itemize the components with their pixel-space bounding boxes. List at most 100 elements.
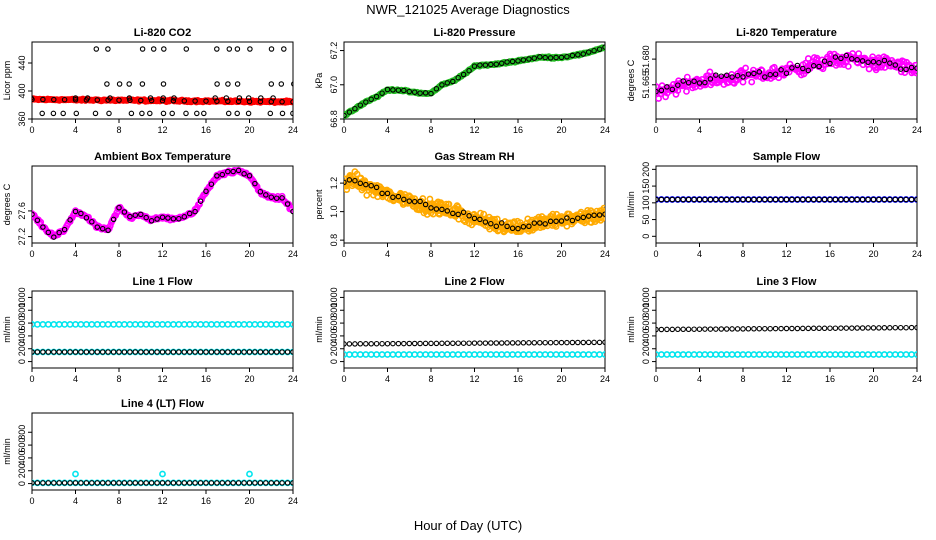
data-point — [290, 208, 293, 215]
data-point — [658, 351, 665, 358]
x-tick-label: 8 — [428, 374, 433, 384]
data-point — [471, 340, 478, 346]
x-tick-label: 0 — [29, 125, 34, 135]
data-point — [137, 320, 145, 328]
x-axis-title: Hour of Day (UTC) — [413, 518, 523, 533]
data-point — [585, 49, 592, 55]
data-point — [416, 351, 424, 358]
data-point — [139, 46, 146, 52]
data-point — [34, 349, 41, 355]
data-point — [279, 99, 285, 105]
data-point — [713, 326, 719, 332]
data-point — [552, 351, 560, 358]
data-point — [493, 340, 500, 346]
data-point — [859, 325, 866, 331]
data-point — [897, 68, 905, 76]
data-point — [675, 196, 681, 203]
data-point — [460, 209, 467, 216]
data-point — [838, 196, 844, 203]
data-point — [908, 324, 915, 331]
data-point — [488, 340, 494, 346]
x-tick-label: 8 — [428, 249, 433, 259]
data-point — [799, 351, 807, 358]
data-point — [362, 351, 370, 358]
data-point — [422, 90, 429, 96]
y-axis-label: percent — [314, 189, 324, 220]
data-point — [696, 351, 703, 358]
data-point — [219, 171, 226, 178]
data-point — [433, 206, 440, 212]
data-point — [772, 351, 779, 358]
y-tick-label: 400 — [17, 328, 27, 343]
data-point — [428, 205, 434, 211]
data-point — [439, 206, 445, 213]
data-point — [509, 340, 516, 346]
data-point — [126, 320, 134, 328]
x-tick-label: 0 — [341, 374, 346, 384]
plot-area — [32, 166, 293, 240]
data-point — [541, 351, 549, 358]
data-point — [218, 320, 226, 328]
data-point — [279, 480, 285, 486]
data-point — [180, 320, 188, 328]
data-point — [34, 320, 41, 328]
data-point — [498, 340, 505, 346]
data-point — [864, 351, 872, 358]
data-point — [132, 212, 139, 218]
plot-area — [344, 168, 605, 236]
data-point — [455, 340, 461, 346]
data-point — [379, 190, 385, 197]
data-point — [740, 74, 746, 80]
chart-title: Li-820 Pressure — [434, 27, 516, 39]
data-point — [761, 351, 769, 358]
x-tick-label: 24 — [912, 125, 922, 135]
data-point — [39, 320, 47, 328]
data-point — [344, 341, 347, 347]
data-point — [482, 219, 489, 225]
data-point — [411, 89, 418, 95]
data-point — [859, 196, 866, 203]
data-point — [542, 221, 548, 227]
data-point — [658, 196, 665, 203]
data-point — [547, 351, 554, 358]
y-tick-label: 600 — [329, 316, 339, 331]
data-point — [734, 72, 741, 79]
data-point — [658, 326, 665, 333]
x-tick-label: 20 — [556, 125, 566, 135]
x-tick-label: 20 — [868, 249, 878, 259]
data-point — [176, 349, 182, 355]
data-point — [553, 218, 559, 225]
data-point — [363, 341, 369, 347]
data-point — [165, 215, 171, 221]
data-point — [493, 223, 500, 230]
data-point — [390, 194, 396, 201]
y-tick-label: 800 — [17, 425, 27, 440]
y-tick-label: 800 — [17, 303, 27, 318]
data-point — [83, 349, 90, 355]
plot-frame — [655, 165, 918, 244]
data-point — [739, 351, 747, 358]
data-point — [691, 78, 697, 85]
data-point — [273, 349, 280, 355]
y-tick-label: 0 — [641, 359, 651, 364]
data-point — [214, 46, 220, 52]
data-point — [702, 196, 708, 203]
y-tick-label: 1000 — [641, 287, 651, 307]
data-point — [778, 325, 784, 332]
plot-frame — [31, 412, 294, 491]
data-point — [291, 81, 293, 87]
data-point — [901, 69, 909, 76]
y-axis-label: degrees C — [626, 59, 636, 101]
data-point — [32, 211, 35, 218]
y-tick-label: 50 — [641, 215, 651, 225]
data-point — [778, 67, 784, 73]
data-point — [207, 320, 215, 328]
data-point — [591, 47, 597, 54]
data-point — [460, 340, 467, 346]
data-point — [427, 351, 435, 358]
data-point — [401, 87, 407, 94]
data-point — [214, 81, 220, 87]
data-point — [183, 110, 189, 117]
data-point — [515, 58, 521, 64]
data-point — [503, 351, 511, 358]
